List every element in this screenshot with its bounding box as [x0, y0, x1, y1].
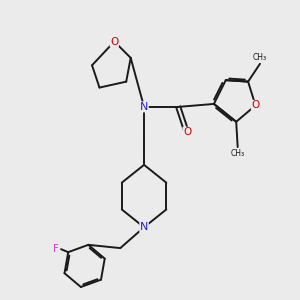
Text: O: O: [110, 37, 118, 46]
Text: O: O: [183, 127, 191, 137]
Text: N: N: [140, 102, 148, 112]
Text: N: N: [140, 222, 148, 232]
Text: F: F: [53, 244, 59, 254]
Text: CH₃: CH₃: [253, 53, 267, 62]
Text: O: O: [251, 100, 260, 110]
Text: CH₃: CH₃: [231, 149, 245, 158]
